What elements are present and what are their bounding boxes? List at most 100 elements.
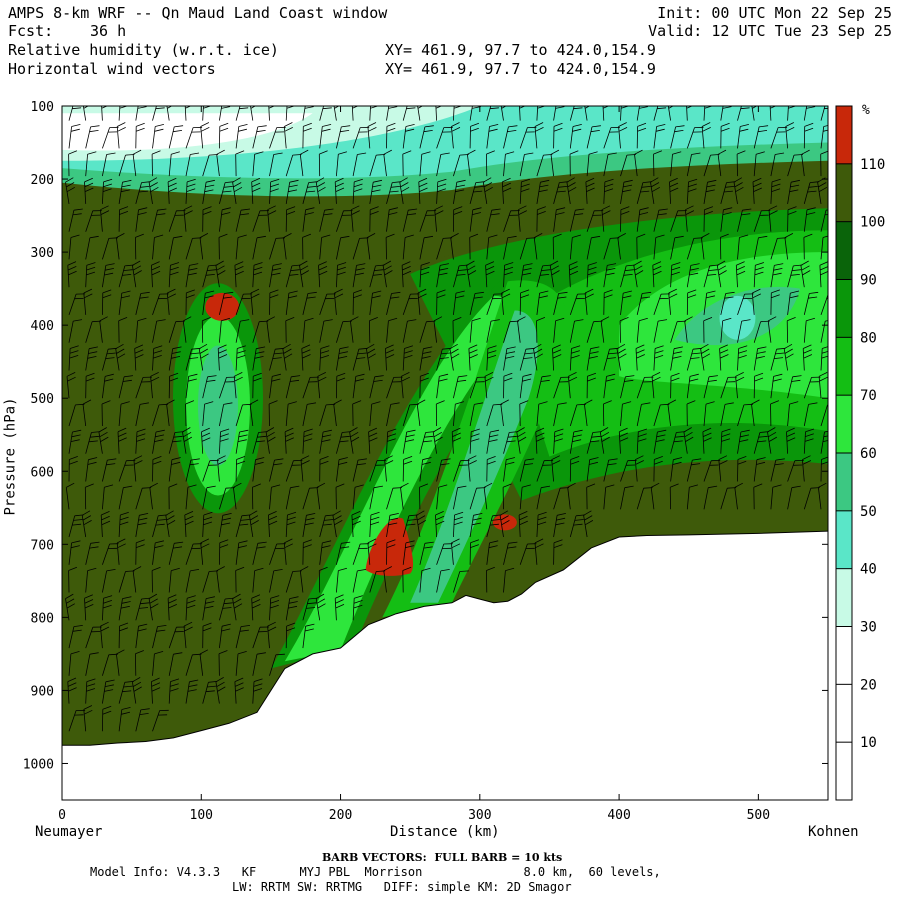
wind-barb (568, 261, 579, 288)
wind-barb (269, 458, 284, 482)
wind-barb (168, 678, 180, 704)
wind-barb (369, 511, 380, 538)
wind-barb (118, 290, 131, 315)
wind-barb (653, 429, 667, 454)
wind-barb (185, 484, 197, 510)
wind-barb (634, 455, 644, 482)
wind-barb (536, 317, 546, 343)
wind-barb (367, 538, 377, 565)
wind-barb (686, 373, 699, 399)
wind-barb (369, 290, 382, 315)
wind-barb (503, 262, 514, 288)
wind-barb (553, 428, 564, 454)
wind-barb (233, 372, 243, 399)
wind-barb (336, 262, 347, 288)
wind-barb (199, 649, 209, 676)
y-tick-label: 600 (31, 465, 54, 480)
wind-barb (118, 707, 131, 732)
wind-barb (199, 233, 209, 260)
wind-barb (601, 205, 611, 232)
wind-barb (367, 122, 377, 149)
wind-barb (319, 106, 332, 121)
wind-barb (602, 106, 610, 121)
wind-barb (98, 427, 109, 454)
wind-barb (720, 122, 730, 149)
wind-barb (753, 235, 768, 260)
wind-barb (569, 429, 583, 454)
wind-barb (352, 289, 363, 315)
wind-barb (469, 106, 481, 121)
wind-barb (803, 106, 816, 121)
wind-barb (285, 106, 296, 121)
wind-barb (519, 289, 530, 315)
wind-barb (352, 569, 367, 593)
wind-barb (133, 455, 143, 482)
wind-barb (552, 344, 562, 371)
wind-barb (486, 540, 499, 565)
wind-barb (151, 677, 161, 704)
wind-barb (68, 124, 81, 149)
wind-barb (536, 401, 548, 427)
wind-barb (268, 511, 278, 538)
wind-barb (217, 344, 228, 371)
wind-barb (215, 677, 226, 704)
wind-barb (81, 510, 92, 538)
wind-barb (101, 106, 109, 121)
wind-barb (269, 653, 285, 676)
wind-barb (200, 122, 210, 149)
wind-barb (85, 262, 96, 288)
wind-barb (299, 149, 309, 177)
wind-barb (84, 483, 94, 510)
wind-barb (770, 400, 780, 427)
wind-barb (820, 346, 828, 371)
x-axis-label: Distance (km) (390, 824, 500, 840)
wind-barb (85, 541, 100, 565)
wind-barb (252, 346, 266, 371)
colorbar-bin (836, 221, 852, 280)
colorbar-bin (836, 568, 852, 627)
wind-barb (752, 177, 762, 204)
wind-barb (486, 106, 499, 121)
colorbar-label: 50 (860, 504, 877, 520)
wind-barb (219, 623, 231, 649)
wind-barb (519, 484, 531, 510)
wind-barb (784, 233, 794, 260)
wind-barb (786, 317, 796, 343)
wind-barb (584, 288, 594, 315)
wind-barb (686, 263, 700, 288)
wind-barb (703, 290, 716, 315)
wind-barb (737, 429, 750, 454)
wind-barb (135, 539, 145, 565)
wind-barb (369, 485, 383, 510)
wind-barb (818, 372, 828, 399)
wind-barb (686, 289, 697, 315)
wind-barb (603, 152, 617, 177)
wind-barb (198, 343, 209, 371)
wind-barb (720, 106, 732, 121)
wind-barb (148, 177, 159, 204)
wind-barb (102, 705, 112, 732)
wind-barb (152, 208, 167, 232)
wind-barb (235, 150, 245, 177)
wind-barb (235, 651, 247, 676)
terrain-line (62, 530, 828, 746)
wind-barb (118, 485, 133, 510)
wind-barb (335, 483, 345, 510)
wind-barb (118, 596, 132, 621)
wind-barb (217, 455, 227, 482)
wind-barb (400, 372, 410, 399)
wind-barb (787, 290, 800, 315)
wind-barb (503, 541, 518, 565)
wind-barb (333, 106, 340, 121)
wind-barb (717, 149, 727, 177)
wind-barb (235, 625, 251, 649)
wind-barb (216, 566, 225, 593)
wind-barb (266, 316, 275, 343)
wind-barb (568, 372, 578, 399)
wind-barb (569, 234, 582, 260)
wind-barb (751, 399, 760, 427)
wind-barb (536, 511, 547, 538)
wind-barb (168, 541, 184, 565)
wind-barb (336, 151, 348, 177)
wind-barb (135, 650, 144, 676)
